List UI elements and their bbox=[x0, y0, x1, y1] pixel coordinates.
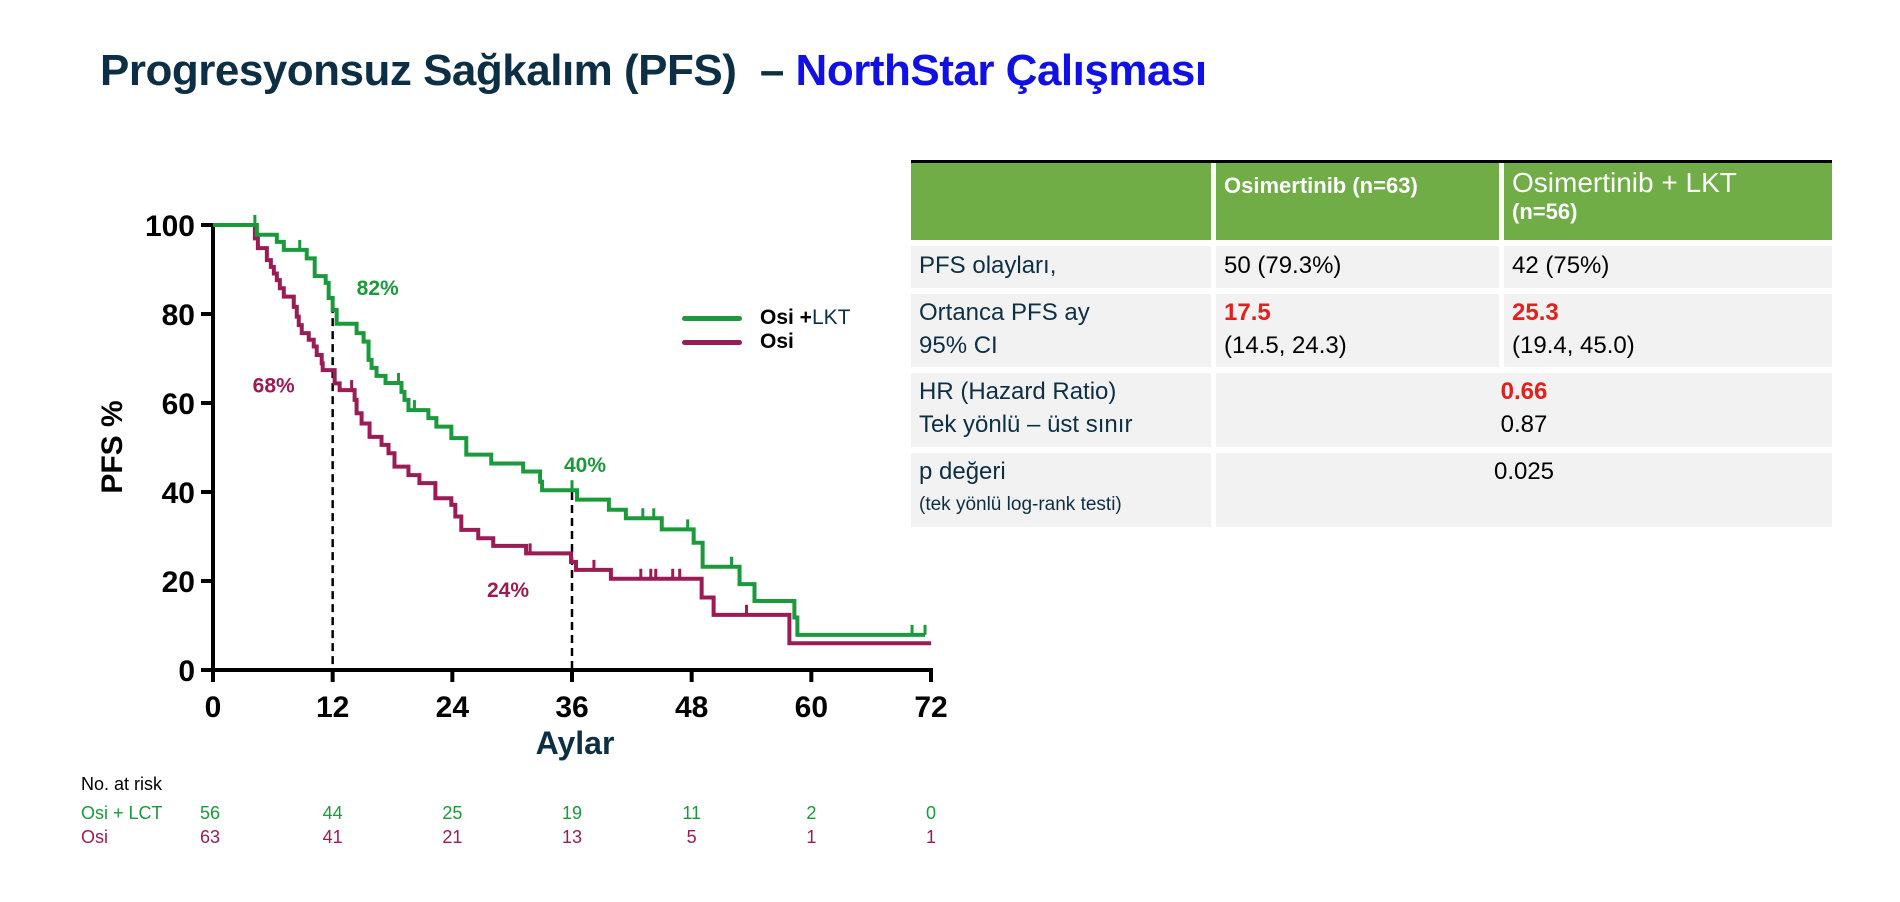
header-osi: Osimertinib (n=63) bbox=[1216, 163, 1499, 240]
legend-item-osi: Osi bbox=[682, 330, 850, 354]
row-median-lkt: 25.3 (19.4, 45.0) bbox=[1504, 294, 1832, 367]
median-label: Ortanca PFS ay bbox=[919, 299, 1090, 326]
hr-value: 0.66 bbox=[1500, 378, 1548, 405]
at-risk-value: 56 bbox=[199, 803, 221, 823]
x-tick-label: 60 bbox=[795, 691, 828, 724]
at-risk-value: 1 bbox=[806, 827, 817, 847]
table-top-border bbox=[911, 160, 1832, 163]
at-risk-value: 25 bbox=[442, 803, 463, 823]
annotation-label: 68% bbox=[253, 374, 295, 397]
x-tick-label: 36 bbox=[555, 691, 588, 724]
y-tick-label: 20 bbox=[162, 566, 195, 599]
curves bbox=[213, 215, 931, 646]
legend-item-osi-lkt: Osi +LKT bbox=[682, 306, 850, 330]
x-tick-label: 24 bbox=[436, 691, 470, 724]
row-median-label: Ortanca PFS ay 95% CI bbox=[911, 294, 1211, 367]
x-tick-label: 12 bbox=[316, 691, 349, 724]
annotation-label: 40% bbox=[564, 454, 606, 477]
km-curve-osi bbox=[213, 223, 931, 646]
reference-lines bbox=[331, 305, 574, 670]
y-tick-label: 100 bbox=[145, 210, 195, 243]
row-events-osi: 50 (79.3%) bbox=[1216, 246, 1499, 288]
row-median-osi: 17.5 (14.5, 24.3) bbox=[1216, 294, 1499, 367]
y-tick-label: 0 bbox=[178, 655, 195, 688]
x-tick-label: 48 bbox=[675, 691, 708, 724]
at-risk-value: 13 bbox=[561, 827, 583, 847]
row-hr-value: 0.66 0.87 bbox=[1216, 373, 1832, 447]
at-risk-value: 1 bbox=[925, 827, 936, 847]
km-curve-osi-lkt bbox=[213, 223, 926, 637]
legend-swatch bbox=[682, 339, 742, 345]
at-risk-value: 19 bbox=[561, 803, 583, 823]
at-risk-value: 63 bbox=[199, 827, 221, 847]
row-hr-label: HR (Hazard Ratio) Tek yönlü – üst sınır bbox=[911, 373, 1211, 447]
at-risk-label-osi: Osi bbox=[81, 827, 108, 847]
y-tick-label: 40 bbox=[162, 477, 195, 510]
header-osi-lkt-n: (n=56) bbox=[1512, 199, 1578, 224]
y-tick-label: 60 bbox=[162, 388, 195, 421]
at-risk-label-osi-lkt: Osi + LCT bbox=[81, 803, 163, 823]
row-p-label: p değeri (tek yönlü log-rank testi) bbox=[911, 453, 1211, 527]
page-title: Progresyonsuz Sağkalım (PFS) – NorthStar… bbox=[100, 46, 1207, 96]
legend-label: Osi bbox=[760, 330, 794, 353]
at-risk-value: 5 bbox=[686, 827, 697, 847]
title-study: NorthStar Çalışması bbox=[795, 46, 1208, 95]
ci-label: 95% CI bbox=[919, 332, 998, 359]
median-osi-ci: (14.5, 24.3) bbox=[1224, 332, 1347, 359]
at-risk-value: 21 bbox=[442, 827, 463, 847]
at-risk-value: 2 bbox=[806, 803, 817, 823]
hr-upper-value: 0.87 bbox=[1500, 411, 1548, 438]
p-test-label: (tek yönlü log-rank testi) bbox=[919, 494, 1122, 515]
row-events-label: PFS olayları, bbox=[911, 246, 1211, 288]
at-risk-title: No. at risk bbox=[81, 774, 163, 794]
row-events-lkt: 42 (75%) bbox=[1504, 246, 1832, 288]
title-main: Progresyonsuz Sağkalım (PFS) – bbox=[100, 46, 796, 95]
legend: Osi +LKT Osi bbox=[682, 306, 850, 354]
x-tick-label: 0 bbox=[205, 691, 222, 724]
median-lkt-ci: (19.4, 45.0) bbox=[1512, 332, 1635, 359]
header-osi-lkt: Osimertinib + LKT (n=56) bbox=[1504, 163, 1832, 240]
median-lkt-value: 25.3 bbox=[1512, 299, 1559, 326]
x-axis-label: Aylar bbox=[535, 725, 615, 761]
annotation-label: 24% bbox=[487, 579, 529, 602]
at-risk-value: 11 bbox=[682, 803, 701, 823]
header-blank bbox=[911, 163, 1211, 240]
annotation-label: 82% bbox=[357, 277, 399, 300]
axes: 0 20 40 60 80 100 0 12 24 36 48 60 72 bbox=[145, 210, 948, 724]
annotations: 82% 68% 40% 24% bbox=[253, 277, 607, 602]
at-risk-value: 0 bbox=[925, 803, 936, 823]
median-osi-value: 17.5 bbox=[1224, 299, 1271, 326]
p-label: p değeri bbox=[919, 458, 1006, 485]
x-tick-label: 72 bbox=[914, 691, 947, 724]
hr-label: HR (Hazard Ratio) bbox=[919, 378, 1117, 405]
at-risk-value: 41 bbox=[322, 827, 343, 847]
legend-label-suffix: LKT bbox=[811, 306, 851, 329]
y-axis-label: PFS % bbox=[96, 400, 129, 493]
header-osi-lkt-name: Osimertinib + LKT bbox=[1512, 167, 1737, 198]
at-risk-value: 44 bbox=[322, 803, 343, 823]
legend-swatch bbox=[682, 315, 742, 321]
legend-label: Osi + bbox=[760, 306, 812, 329]
y-tick-label: 80 bbox=[162, 299, 195, 332]
row-p-value: 0.025 bbox=[1216, 453, 1832, 527]
hr-upper-label: Tek yönlü – üst sınır bbox=[919, 411, 1133, 438]
